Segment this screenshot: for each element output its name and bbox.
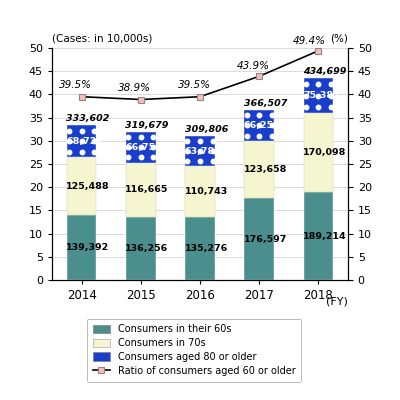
Text: 319,679: 319,679 [126,121,169,130]
Bar [304,192,333,280]
Text: 333,602: 333,602 [66,114,110,123]
Text: 38.9%: 38.9% [118,83,151,93]
Text: 68,722: 68,722 [66,137,103,146]
Bar [67,157,96,215]
Text: (%): (%) [330,33,348,43]
Text: 125,488: 125,488 [66,182,110,191]
Text: 309,806: 309,806 [185,125,228,134]
Text: 136,256: 136,256 [126,244,169,253]
Bar [304,113,333,192]
Text: 66,252: 66,252 [244,121,280,130]
Bar [67,215,96,280]
Text: 39.5%: 39.5% [178,80,210,90]
Text: 66,758: 66,758 [126,143,162,152]
Text: 123,658: 123,658 [244,165,287,174]
Bar [126,163,156,217]
Bar [244,198,274,280]
Bar [126,217,156,280]
Text: 63,787: 63,787 [185,146,222,156]
Text: 110,743: 110,743 [185,187,228,196]
Text: (FY): (FY) [326,296,348,306]
Text: 116,665: 116,665 [126,185,169,194]
Bar [185,136,215,166]
Bar [244,110,274,141]
Legend: Consumers in their 60s, Consumers in 70s, Consumers aged 80 or older, Ratio of c: Consumers in their 60s, Consumers in 70s… [87,318,302,382]
Bar [185,166,215,217]
Text: 43.9%: 43.9% [237,61,270,71]
Text: 49.4%: 49.4% [293,36,326,46]
Bar [185,217,215,280]
Text: 176,597: 176,597 [244,234,287,244]
Text: 189,214: 189,214 [303,232,347,241]
Text: (Cases: in 10,000s): (Cases: in 10,000s) [52,33,152,43]
Text: 170,098: 170,098 [303,148,346,157]
Bar [244,141,274,198]
Text: 75,387: 75,387 [303,91,340,100]
Bar [126,132,156,163]
Text: 39.5%: 39.5% [59,80,92,90]
Text: 434,699: 434,699 [303,68,346,76]
Bar [67,125,96,157]
Bar [304,78,333,113]
Text: 135,276: 135,276 [185,244,228,253]
Text: 366,507: 366,507 [244,99,287,108]
Text: 139,392: 139,392 [66,243,110,252]
